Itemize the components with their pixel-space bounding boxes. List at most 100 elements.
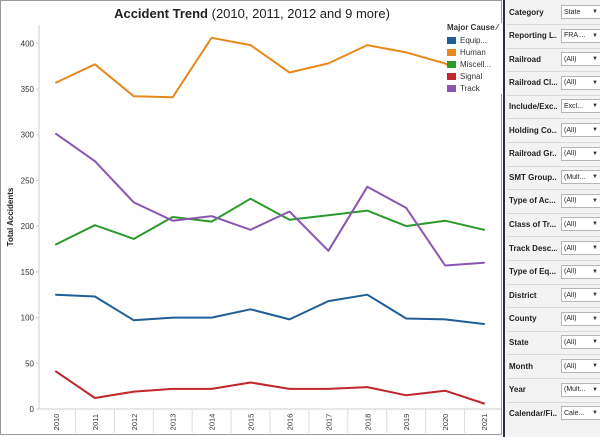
legend-label: Track <box>460 83 480 93</box>
filter-dropdown[interactable]: (All) ▼ <box>561 311 600 326</box>
filter-value: (All) <box>564 268 577 276</box>
filter-label: Category <box>509 7 544 17</box>
filter-divider <box>507 212 600 214</box>
filter-dropdown[interactable]: (All) ▼ <box>561 359 600 373</box>
y-tick-label: 50 <box>25 359 34 368</box>
y-tick-label: 0 <box>30 405 35 414</box>
series-line-signal <box>55 370 485 405</box>
filter-dropdown[interactable]: (Mult... ▼ <box>561 382 600 397</box>
filter-divider <box>507 142 600 143</box>
chevron-down-icon: ▼ <box>592 103 598 110</box>
series-line-human <box>55 36 485 99</box>
filter-dropdown[interactable]: (All) ▼ <box>561 217 600 232</box>
filter-divider <box>507 378 600 379</box>
chevron-down-icon: ▼ <box>592 221 598 228</box>
series-line-miscell <box>55 197 485 246</box>
chevron-down-icon: ▼ <box>592 32 598 39</box>
filter-divider <box>507 330 600 332</box>
legend-title-text: Major Cause <box>447 23 495 32</box>
chevron-down-icon: ▼ <box>592 363 598 369</box>
legend-swatch <box>447 84 456 92</box>
filter-divider <box>507 94 600 96</box>
filter-row: Track Desc... (All) ▼ <box>509 239 600 257</box>
filter-dropdown[interactable]: (All) ▼ <box>561 123 600 137</box>
x-tick-label: 2017 <box>324 414 333 431</box>
series-line-equip <box>55 293 485 325</box>
filter-label: Reporting L... <box>509 31 557 41</box>
filter-dropdown[interactable]: (Mult... ▼ <box>561 170 600 185</box>
filter-label: Railroad Cl... <box>509 78 557 88</box>
x-tick-label: 2021 <box>480 414 489 431</box>
filter-divider <box>507 24 600 25</box>
filter-label: Month <box>509 361 533 371</box>
filter-value: (All) <box>564 220 577 228</box>
legend-label: Human <box>460 47 486 57</box>
filter-dropdown[interactable]: FRA ... ▼ <box>561 28 600 43</box>
filter-dropdown[interactable]: (All) ▼ <box>561 241 600 255</box>
legend-item[interactable]: Miscell... <box>447 58 503 70</box>
filter-label: Railroad Gr... <box>509 149 557 159</box>
filter-dropdown[interactable]: (All) ▼ <box>561 288 600 303</box>
filter-label: Type of Eq... <box>509 267 556 277</box>
chevron-down-icon: ▼ <box>592 9 598 15</box>
legend-swatch <box>447 48 456 56</box>
chevron-down-icon: ▼ <box>592 127 598 133</box>
y-tick-label: 300 <box>21 131 35 140</box>
filter-dropdown[interactable]: Cale... ▼ <box>561 406 600 421</box>
filter-row: County (All) ▼ <box>509 310 600 328</box>
filter-row: District (All) ▼ <box>509 286 600 304</box>
series-line-track <box>55 132 485 267</box>
filter-label: County <box>509 314 537 324</box>
filter-divider <box>507 118 600 120</box>
chart-subtitle: (2010, 2011, 2012 and 9 more) <box>211 6 390 21</box>
legend-item[interactable]: Track <box>447 82 503 94</box>
filter-dropdown[interactable]: (All) ▼ <box>561 146 600 161</box>
legend-label: Miscell... <box>460 59 492 69</box>
x-tick-label: 2016 <box>285 414 294 431</box>
filter-value: (All) <box>564 197 577 205</box>
legend-item[interactable]: Human <box>447 46 503 58</box>
filter-value: (All) <box>564 79 577 87</box>
chevron-down-icon: ▼ <box>592 245 598 251</box>
filter-divider <box>507 401 600 403</box>
line-chart: 0 50 100 150 200 250 300 350 400 Total Accidents 2… <box>6 25 501 433</box>
filter-divider <box>507 236 600 238</box>
chevron-down-icon: ▼ <box>592 150 598 157</box>
filter-panel: Category State ▼ Reporting L... FRA ... ▼ Rail… <box>503 0 600 437</box>
filter-dropdown[interactable]: (All) ▼ <box>561 193 600 208</box>
filter-divider <box>507 165 600 167</box>
chevron-down-icon: ▼ <box>592 292 598 299</box>
filter-dropdown[interactable]: (All) ▼ <box>561 335 600 350</box>
filter-dropdown[interactable]: (All) ▼ <box>561 75 600 90</box>
filter-value: Cale... <box>564 409 585 417</box>
filter-dropdown[interactable]: State ▼ <box>561 5 600 19</box>
filter-value: (All) <box>564 291 577 299</box>
legend-item[interactable]: Equip... <box>447 34 503 46</box>
filter-dropdown[interactable]: (All) ▼ <box>561 52 600 67</box>
filter-label: SMT Group... <box>509 172 557 182</box>
filter-row: Year (Mult... ▼ <box>509 381 600 399</box>
filter-dropdown[interactable]: Excl... ▼ <box>561 99 600 114</box>
filter-label: Year <box>509 385 526 395</box>
filter-row: Holding Co... (All) ▼ <box>509 121 600 139</box>
filter-label: Include/Exc... <box>509 101 557 111</box>
filter-label: Calendar/Fi... <box>509 408 557 418</box>
chevron-down-icon: ▼ <box>592 410 598 417</box>
filter-value: (Mult... <box>564 173 586 181</box>
filter-dropdown[interactable]: (All) ▼ <box>561 264 600 279</box>
filter-label: Class of Tr... <box>509 219 557 229</box>
chevron-down-icon: ▼ <box>592 79 598 86</box>
legend-label: Signal <box>460 71 483 81</box>
y-tick-label: 200 <box>21 222 35 231</box>
filter-row: Month (All) ▼ <box>509 357 600 375</box>
filter-label: State <box>509 337 529 347</box>
x-tick-label: 2018 <box>363 414 372 431</box>
filter-divider <box>507 307 600 309</box>
legend-item[interactable]: Signal <box>447 70 503 82</box>
filter-row: Class of Tr... (All) ▼ <box>509 215 600 233</box>
x-tick-label: 2010 <box>52 414 61 431</box>
pin-icon[interactable]: ⁄ <box>496 23 498 32</box>
filter-row: Include/Exc... Excl... ▼ <box>509 97 600 115</box>
chevron-down-icon: ▼ <box>592 56 598 63</box>
x-tick-label: 2012 <box>130 414 139 431</box>
